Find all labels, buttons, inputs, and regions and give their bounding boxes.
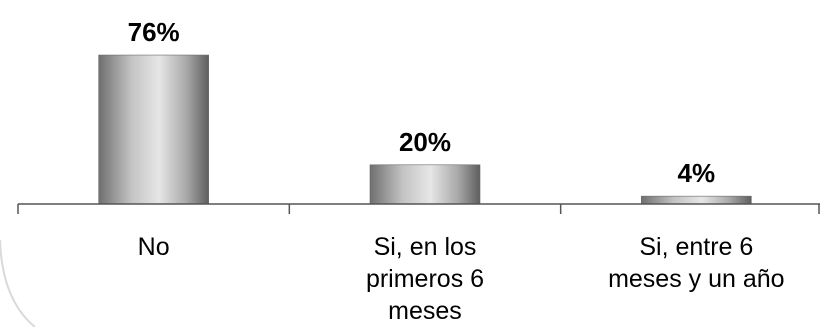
labels-group: 76% No 20% Si, en los primeros 6 meses 4% Si, e…: [128, 17, 785, 325]
bar-2: [641, 195, 752, 205]
category-label-line: meses y un año: [608, 265, 785, 293]
data-label-1: 20%: [399, 127, 451, 157]
bar-0: [98, 54, 209, 205]
corner-decoration: [0, 239, 36, 327]
category-label-line: primeros 6: [366, 265, 484, 293]
x-axis: [17, 203, 820, 214]
category-label-line: Si, entre 6: [639, 233, 753, 261]
category-label-line: Si, en los: [374, 233, 477, 261]
category-label-0: No: [138, 233, 170, 261]
bars-group: [98, 54, 752, 205]
bar-1: [369, 164, 481, 205]
category-label-line: meses: [388, 297, 462, 325]
category-label-1: Si, en los primeros 6 meses: [366, 233, 484, 325]
data-label-0: 76%: [128, 17, 180, 47]
category-label-2: Si, entre 6 meses y un año: [608, 233, 785, 293]
data-label-2: 4%: [678, 158, 716, 188]
category-label-line: No: [138, 233, 170, 261]
